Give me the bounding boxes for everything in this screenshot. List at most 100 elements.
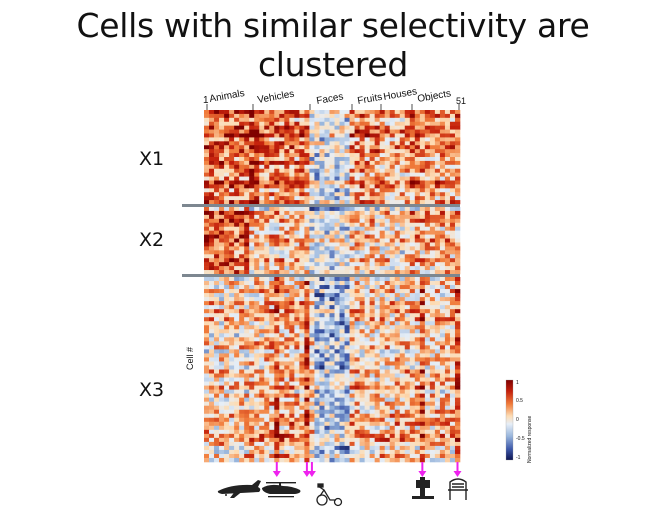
heatmap-cell: [339, 361, 345, 366]
heatmap-cell: [379, 321, 386, 326]
heatmap-cell: [219, 117, 225, 123]
heatmap-cell: [259, 157, 265, 162]
heatmap-cell: [249, 433, 255, 439]
heatmap-cell: [209, 214, 215, 220]
heatmap-cell: [424, 133, 431, 138]
heatmap-cell: [344, 250, 350, 255]
heatmap-cell: [299, 258, 305, 263]
heatmap-cell: [309, 218, 315, 224]
heatmap-cell: [229, 125, 235, 130]
heatmap-cell: [269, 385, 275, 390]
heatmap-cell: [324, 137, 330, 142]
heatmap-cell: [269, 141, 275, 146]
heatmap-cell: [304, 305, 310, 310]
heatmap-cell: [379, 250, 386, 255]
heatmap-cell: [359, 357, 365, 362]
heatmap-cell: [319, 110, 325, 115]
heatmap-cell: [249, 222, 255, 227]
heatmap-cell: [424, 401, 431, 406]
heatmap-cell: [224, 133, 230, 138]
heatmap-cell: [309, 281, 315, 286]
heatmap-cell: [264, 453, 270, 459]
heatmap-cell: [284, 141, 290, 146]
heatmap-cell: [254, 266, 260, 271]
heatmap-cell: [324, 242, 330, 247]
heatmap-cell: [444, 184, 451, 189]
heatmap-cell: [349, 333, 355, 338]
heatmap-cell: [359, 246, 365, 251]
heatmap-cell: [444, 285, 451, 290]
heatmap-cell: [209, 277, 215, 282]
heatmap-cell: [409, 180, 416, 185]
heatmap-cell: [214, 305, 220, 310]
heatmap-cell: [289, 242, 295, 247]
heatmap-cell: [214, 333, 220, 338]
heatmap-cell: [279, 325, 285, 330]
heatmap-cell: [209, 226, 215, 231]
heatmap-cell: [384, 262, 391, 267]
heatmap-cell: [264, 393, 270, 398]
heatmap-cell: [309, 157, 315, 162]
heatmap-cell: [354, 262, 360, 267]
heatmap-cell: [449, 258, 456, 263]
heatmap-cell: [229, 172, 235, 177]
heatmap-cell: [404, 325, 411, 330]
heatmap-cell: [269, 184, 275, 189]
heatmap-cell: [334, 409, 340, 415]
heatmap-cell: [359, 293, 365, 298]
heatmap-cell: [434, 369, 441, 374]
heatmap-cell: [374, 361, 380, 366]
heatmap-cell: [454, 113, 461, 119]
heatmap-cell: [289, 176, 295, 181]
heatmap-cell: [344, 141, 350, 146]
heatmap-cell: [234, 207, 240, 212]
heatmap-cell: [279, 230, 285, 235]
heatmap-cell: [344, 349, 350, 354]
heatmap-cell: [234, 285, 240, 290]
heatmap-cell: [429, 200, 436, 205]
heatmap-cell: [284, 160, 290, 166]
heatmap-cell: [209, 317, 215, 322]
heatmap-cell: [274, 389, 280, 394]
heatmap-cell: [294, 365, 300, 370]
heatmap-cell: [409, 329, 416, 334]
heatmap-cell: [394, 160, 401, 166]
heatmap-cell: [329, 266, 335, 271]
heatmap-cell: [204, 230, 210, 235]
heatmap-cell: [414, 429, 421, 435]
heatmap-cell: [409, 409, 416, 415]
heatmap-cell: [229, 449, 235, 455]
heatmap-cell: [329, 449, 335, 455]
heatmap-cell: [444, 121, 451, 126]
heatmap-cell: [249, 110, 255, 115]
heatmap-cell: [289, 433, 295, 439]
heatmap-cell: [279, 369, 285, 374]
heatmap-cell: [394, 293, 401, 298]
heatmap-cell: [389, 281, 396, 286]
heatmap-cell: [274, 277, 280, 282]
heatmap-cell: [249, 361, 255, 366]
heatmap-cell: [364, 405, 370, 411]
heatmap-cell: [404, 397, 411, 402]
heatmap-cell: [304, 254, 310, 259]
heatmap-cell: [349, 385, 355, 390]
heatmap-cell: [339, 125, 345, 130]
heatmap-cell: [209, 125, 215, 130]
heatmap-cell: [234, 333, 240, 338]
heatmap-cell: [404, 437, 411, 443]
heatmap-cell: [304, 453, 310, 459]
heatmap-cell: [259, 258, 265, 263]
heatmap-cell: [429, 133, 436, 138]
heatmap-cell: [229, 429, 235, 435]
heatmap-cell: [369, 141, 375, 146]
heatmap-cell: [264, 281, 270, 286]
heatmap-cell: [424, 389, 431, 394]
heatmap-cell: [444, 192, 451, 197]
heatmap-cell: [319, 121, 325, 126]
heatmap-cell: [359, 449, 365, 455]
heatmap-cell: [439, 373, 446, 378]
heatmap-cell: [229, 325, 235, 330]
heatmap-cell: [369, 226, 375, 231]
heatmap-cell: [304, 301, 310, 306]
heatmap-cell: [259, 317, 265, 322]
